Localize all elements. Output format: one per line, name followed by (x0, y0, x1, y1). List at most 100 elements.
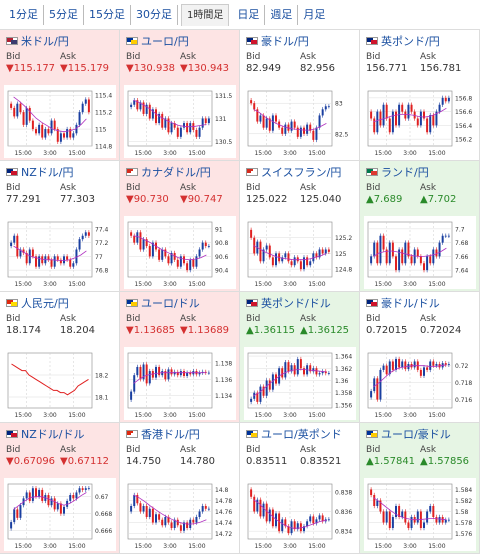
candle-body (303, 526, 305, 532)
candle-body (318, 249, 321, 258)
price-chart[interactable]: 1.364 1.362 1.36 1.358 1.356 15:00 3:00 15:00 (244, 347, 356, 420)
candle-body (133, 235, 136, 243)
candle-body (170, 369, 173, 375)
quote-card[interactable]: 米ドル/円 Bid Ask ▼115.177 ▼115.179 115.4 115.2 115… (0, 30, 120, 161)
chart-svg: 18.2 18.1 15:00 3:00 15:00 (7, 352, 109, 419)
y-tick-label: 156.2 (455, 137, 472, 144)
quote-header: 英ポンド/ドル (246, 296, 331, 310)
quote-card[interactable]: ユーロ/英ポンド Bid Ask 0.83511 0.83521 0.838 0.836 0.… (240, 423, 360, 554)
ask-value: 156.781 (420, 63, 462, 74)
candle-body (262, 249, 265, 262)
bid-label: Bid (6, 445, 21, 455)
quote-header: 香港ドル/円 (126, 427, 200, 441)
candle-body (370, 256, 373, 264)
price-chart[interactable]: 77.4 77.2 77 76.8 15:00 3:00 15:00 (4, 216, 116, 289)
ask-value: 0.83521 (300, 456, 342, 467)
quote-card[interactable]: 人民元/円 Bid Ask 18.174 18.204 18.2 18.1 15:00 3:00… (0, 292, 120, 423)
price-chart[interactable]: 115.4 115.2 115 114.8 15:00 3:00 15:00 (4, 85, 116, 158)
price-chart[interactable]: 14.8 14.78 14.76 14.74 14.72 15:00 3:00 15:00 (124, 478, 236, 551)
tab-timeframe-7[interactable]: 月足 (303, 7, 326, 21)
candle-body (161, 519, 164, 526)
price-chart[interactable]: 0.838 0.836 0.834 15:00 3:00 15:00 (244, 478, 356, 551)
x-tick-label: 15:00 (308, 150, 325, 157)
quote-card[interactable]: 香港ドル/円 Bid Ask 14.750 14.780 14.8 14.78 14.76 14… (120, 423, 240, 554)
currency-pair-link[interactable]: NZドル/ドル (21, 428, 85, 441)
quote-header: ユーロ/ドル (126, 296, 200, 310)
candle-body (315, 127, 318, 140)
x-tick-label: 3:00 (43, 281, 57, 288)
currency-pair-link[interactable]: 米ドル/円 (21, 35, 69, 48)
quote-card[interactable]: ユーロ/ドル Bid Ask ▼1.13685 ▼1.13689 1.138 1.136 1.… (120, 292, 240, 423)
currency-pair-link[interactable]: 英ポンド/円 (381, 35, 440, 48)
currency-pair-link[interactable]: 豪ドル/円 (261, 35, 309, 48)
tab-timeframe-3[interactable]: 30分足 (131, 4, 178, 25)
price-chart[interactable]: 1.584 1.582 1.58 1.578 1.576 15:00 3:00 15:00 (364, 478, 476, 551)
x-tick-label: 3:00 (163, 543, 177, 550)
currency-pair-link[interactable]: スイスフラン/円 (261, 166, 342, 179)
timeframe-tabs: 1分足 5分足 15分足 30分足 1時間足 日足 週足 月足 (0, 0, 480, 30)
currency-pair-link[interactable]: 英ポンド/ドル (261, 297, 331, 310)
chart-svg: 83 82.5 15:00 3:00 15:00 (247, 90, 349, 157)
moving-average-line (13, 492, 87, 510)
flag-icon (6, 430, 18, 438)
price-chart[interactable]: 131.5 131 130.5 15:00 3:00 15:00 (124, 85, 236, 158)
price-chart[interactable]: 0.67 0.668 0.666 15:00 3:00 15:00 (4, 478, 116, 551)
tab-timeframe-1[interactable]: 5分足 (44, 4, 84, 25)
tab-timeframe-5[interactable]: 日足 (232, 4, 266, 25)
tab-timeframe-2[interactable]: 15分足 (84, 4, 131, 25)
quote-card[interactable]: ユーロ/豪ドル Bid Ask ▲1.57841 ▲1.57856 1.584 1.582 1… (360, 423, 480, 554)
candle-body (287, 526, 290, 534)
candle-body (155, 109, 157, 124)
candle-body (167, 256, 170, 264)
candle-body (59, 503, 62, 514)
candle-body (204, 506, 207, 509)
price-chart[interactable]: 18.2 18.1 15:00 3:00 15:00 (4, 347, 116, 420)
candle-body (10, 522, 13, 529)
price-chart[interactable]: 0.72 0.718 0.716 15:00 3:00 15:00 (364, 347, 476, 420)
tab-timeframe-6[interactable]: 週足 (265, 4, 299, 25)
currency-pair-link[interactable]: 豪ドル/ドル (381, 297, 440, 310)
price-chart[interactable]: 83 82.5 15:00 3:00 15:00 (244, 85, 356, 158)
y-tick-label: 82.5 (335, 131, 349, 138)
quote-card[interactable]: 英ポンド/ドル Bid Ask ▲1.36115 ▲1.36125 1.364 1.362 1… (240, 292, 360, 423)
quote-card[interactable]: NZドル/ドル Bid Ask ▼0.67096 ▼0.67112 0.67 0.668 0.… (0, 423, 120, 554)
candle-body (271, 509, 274, 527)
quote-card[interactable]: ランド/円 Bid Ask ▲7.689 ▲7.702 7.7 7.68 7.66 7.64 15… (360, 161, 480, 292)
y-tick-label: 124.8 (335, 267, 352, 274)
quote-card[interactable]: スイスフラン/円 Bid Ask 125.022 125.040 125.2 125 124.… (240, 161, 360, 292)
quote-card[interactable]: 英ポンド/円 Bid Ask 156.771 156.781 156.8 156.6 156.… (360, 30, 480, 161)
currency-pair-link[interactable]: 香港ドル/円 (141, 428, 200, 441)
candle-body (81, 103, 84, 113)
price-chart[interactable]: 1.138 1.136 1.134 15:00 3:00 15:00 (124, 347, 236, 420)
currency-pair-link[interactable]: カナダドル/円 (141, 166, 211, 179)
chart-svg: 1.364 1.362 1.36 1.358 1.356 15:00 3:00 15:00 (247, 352, 352, 419)
currency-pair-link[interactable]: ユーロ/円 (141, 35, 189, 48)
currency-pair-link[interactable]: NZドル/円 (21, 166, 74, 179)
flag-icon (126, 299, 138, 307)
candle-body (278, 513, 281, 532)
candle-body (198, 372, 201, 375)
chart-svg: 0.67 0.668 0.666 15:00 3:00 15:00 (7, 483, 112, 550)
quote-card[interactable]: NZドル/円 Bid Ask 77.291 77.303 77.4 77.2 77 76.8 15… (0, 161, 120, 292)
price-chart[interactable]: 156.8 156.6 156.4 156.2 15:00 3:00 15:00 (364, 85, 476, 158)
x-tick-label: 15:00 (428, 281, 445, 288)
candle-body (183, 522, 185, 531)
quote-card[interactable]: カナダドル/円 Bid Ask ▼90.730 ▼90.747 91 90.8 90.6 90.… (120, 161, 240, 292)
quote-card[interactable]: 豪ドル/ドル Bid Ask 0.72015 0.72024 0.72 0.718 0.716… (360, 292, 480, 423)
price-chart[interactable]: 7.7 7.68 7.66 7.64 15:00 3:00 15:00 (364, 216, 476, 289)
tab-timeframe-0[interactable]: 1分足 (4, 4, 44, 25)
currency-pair-link[interactable]: 人民元/円 (21, 297, 69, 310)
candle-body (306, 257, 309, 266)
price-chart[interactable]: 91 90.8 90.6 90.4 15:00 3:00 15:00 (124, 216, 236, 289)
currency-pair-link[interactable]: ユーロ/ドル (141, 297, 200, 310)
price-chart[interactable]: 125.2 125 124.8 15:00 3:00 15:00 (244, 216, 356, 289)
candle-body (170, 252, 173, 264)
candle-body (281, 257, 284, 262)
quote-card[interactable]: ユーロ/円 Bid Ask ▼130.938 ▼130.943 131.5 131 130.5… (120, 30, 240, 161)
quote-card[interactable]: 豪ドル/円 Bid Ask 82.949 82.956 83 82.5 15:00 3:00 15… (240, 30, 360, 161)
currency-pair-link[interactable]: ユーロ/豪ドル (381, 428, 451, 441)
currency-pair-link[interactable]: ランド/円 (381, 166, 429, 179)
candle-body (385, 249, 388, 264)
currency-pair-link[interactable]: ユーロ/英ポンド (261, 428, 342, 441)
tab-timeframe-4[interactable]: 1時間足 (181, 3, 230, 26)
